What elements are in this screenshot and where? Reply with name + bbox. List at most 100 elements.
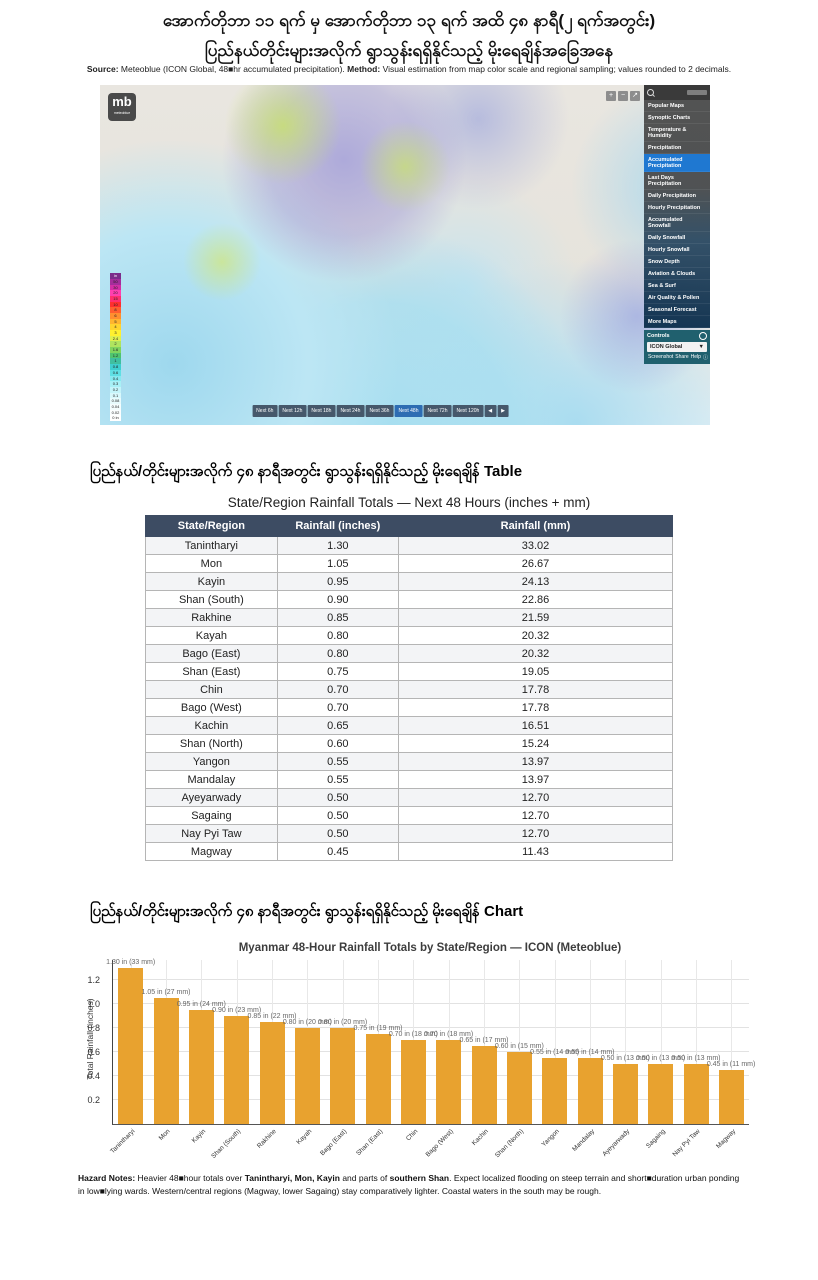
- hazard-note-segment: southern Shan: [389, 1173, 450, 1183]
- v-gridline: [625, 960, 627, 1124]
- legend-cell: 30: [110, 284, 121, 291]
- table-row: Tanintharyi 1.30 33.02: [145, 536, 674, 555]
- h-gridline: [113, 1051, 749, 1053]
- bar-mon: [153, 998, 179, 1124]
- x-tick-label: Kayah: [295, 1128, 314, 1146]
- h-gridline: [113, 1075, 749, 1077]
- map-layer-item[interactable]: Accumulated Snowfall: [644, 214, 710, 232]
- cell-rainfall-inches: 0.85: [276, 608, 399, 627]
- map-layer-item[interactable]: Temperature & Humidity: [644, 124, 710, 142]
- hazard-note-segment: Hazard Notes:: [78, 1173, 136, 1183]
- map-layer-item[interactable]: Hourly Snowfall: [644, 244, 710, 256]
- bar-kayah: [294, 1028, 320, 1124]
- map-layer-item[interactable]: More Maps: [644, 316, 710, 328]
- map-layer-item[interactable]: Daily Precipitation: [644, 190, 710, 202]
- sidebar-footer-link[interactable]: Screenshot: [648, 354, 674, 360]
- bar-mandalay: [577, 1058, 603, 1124]
- bar-kachin: [471, 1046, 497, 1124]
- table-row: Bago (East) 0.80 20.32: [145, 644, 674, 663]
- rainfall-table: State/Region Rainfall (inches) Rainfall (m…: [145, 515, 674, 861]
- table-title: State/Region Rainfall Totals — Next 48 H…: [227, 495, 591, 510]
- bar-value-label: 0.50 in (13 mm): [671, 1055, 721, 1063]
- legend-cell: 0.02: [110, 409, 121, 416]
- cell-rainfall-mm: 20.32: [397, 626, 674, 645]
- bar-chin: [400, 1040, 426, 1124]
- logo-text: mb: [112, 94, 132, 109]
- map-layer-item[interactable]: Sea & Surf: [644, 280, 710, 292]
- legend-cell: 50: [110, 278, 121, 285]
- x-tick-label: Yangon: [540, 1128, 561, 1149]
- map-layer-item[interactable]: Snow Depth: [644, 256, 710, 268]
- map-search-box[interactable]: [644, 85, 710, 100]
- v-gridline: [660, 960, 662, 1124]
- map-layer-item[interactable]: Air Quality & Pollen: [644, 292, 710, 304]
- map-zoom-button[interactable]: ↗: [630, 91, 640, 101]
- table-row: Kayin 0.95 24.13: [145, 572, 674, 591]
- controls-toggle-icon[interactable]: [699, 332, 707, 340]
- map-layer-item[interactable]: Last Days Precipitation: [644, 172, 710, 190]
- map-layer-item[interactable]: Popular Maps: [644, 100, 710, 112]
- v-gridline: [484, 960, 485, 1124]
- bar-value-label: 0.75 in (19 mm): [353, 1025, 403, 1033]
- controls-label: Controls: [647, 333, 670, 339]
- v-gridline: [519, 960, 521, 1124]
- model-value: ICON Global: [650, 344, 683, 350]
- meteoblue-map[interactable]: mb meteoblue + − ↗ Popular Maps Synoptic Ch…: [100, 85, 710, 425]
- cell-rainfall-inches: 0.45: [276, 842, 399, 861]
- legend-cell: 2: [110, 341, 121, 348]
- map-layer-item[interactable]: Aviation & Clouds: [644, 268, 710, 280]
- table-column-header: Rainfall (inches): [276, 515, 399, 537]
- x-tick-label: Ayeyarwady: [601, 1128, 632, 1158]
- map-layer-item[interactable]: Synoptic Charts: [644, 112, 710, 124]
- title-line-1: အောက်တိုဘာ ၁၁ ရက် မှ အောက်တိုဘာ ၁၃ ရက် အ…: [162, 11, 656, 30]
- cell-rainfall-mm: 11.43: [397, 842, 674, 861]
- legend-cell: 0 in: [110, 415, 121, 421]
- time-step-button[interactable]: Next 120h: [452, 405, 484, 417]
- bar-value-label: 0.55 in (14 mm): [530, 1049, 580, 1057]
- y-tick-label: 0.8: [87, 1023, 100, 1034]
- sidebar-footer-link[interactable]: ⓘ: [702, 355, 708, 361]
- map-layer-item[interactable]: Daily Snowfall: [644, 232, 710, 244]
- cell-state-region: Mon: [145, 554, 278, 573]
- map-layer-item[interactable]: Hourly Precipitation: [644, 202, 710, 214]
- method-text: Visual estimation from map color scale a…: [380, 64, 732, 74]
- time-step-button[interactable]: Next 12h: [278, 405, 307, 417]
- bar-value-label: 0.70 in (18 mm): [424, 1031, 474, 1039]
- chart-section-heading: ပြည်နယ်/တိုင်းများအလိုက် ၄၈ နာရီအတွင်း ရ…: [90, 903, 524, 920]
- time-step-button[interactable]: Next 72h: [423, 405, 452, 417]
- time-step-button[interactable]: Next 48h: [394, 405, 423, 417]
- bar-value-label: 0.45 in (11 mm): [706, 1061, 756, 1069]
- map-layer-item[interactable]: Accumulated Precipitation: [644, 154, 710, 172]
- table-row: Bago (West) 0.70 17.78: [145, 698, 674, 717]
- map-zoom-button[interactable]: −: [618, 91, 628, 101]
- legend-cell: 0.6: [110, 369, 121, 376]
- map-layer-item[interactable]: Precipitation: [644, 142, 710, 154]
- cell-rainfall-inches: 0.50: [276, 824, 399, 843]
- map-layer-menu: Popular Maps Synoptic Charts Temperature &…: [644, 100, 710, 328]
- hazard-notes: Hazard Notes: Heavier 48■hour totals ove…: [78, 1172, 742, 1198]
- cell-state-region: Shan (South): [145, 590, 278, 609]
- bar-value-label: 1.05 in (27 mm): [141, 989, 191, 997]
- model-selector[interactable]: ICON Global ▼: [647, 342, 707, 352]
- sidebar-footer-link[interactable]: Share: [675, 354, 689, 360]
- legend-cell: 6: [110, 312, 121, 319]
- cell-state-region: Mandalay: [145, 770, 278, 789]
- time-step-button[interactable]: Next 6h: [252, 405, 278, 417]
- method-label: Method:: [347, 64, 381, 74]
- map-layer-item[interactable]: Seasonal Forecast: [644, 304, 710, 316]
- bar-tanintharyi: [118, 968, 144, 1124]
- time-step-button[interactable]: ▶: [497, 405, 510, 417]
- time-step-button[interactable]: Next 18h: [307, 405, 336, 417]
- map-zoom-button[interactable]: +: [606, 91, 616, 101]
- table-row: Ayeyarwady 0.50 12.70: [145, 788, 674, 807]
- x-tick-label: Bago (East): [319, 1128, 349, 1158]
- x-tick-label: Shan (South): [210, 1128, 243, 1161]
- time-step-button[interactable]: ◀: [484, 405, 497, 417]
- cell-rainfall-mm: 12.70: [397, 788, 674, 807]
- time-step-button[interactable]: Next 36h: [365, 405, 394, 417]
- cell-state-region: Kayah: [145, 626, 278, 645]
- time-step-button[interactable]: Next 24h: [336, 405, 365, 417]
- hazard-note-segment: Heavier 48■hour totals over: [135, 1173, 245, 1183]
- sidebar-footer-link[interactable]: Help: [690, 354, 701, 360]
- cell-rainfall-mm: 20.32: [397, 644, 674, 663]
